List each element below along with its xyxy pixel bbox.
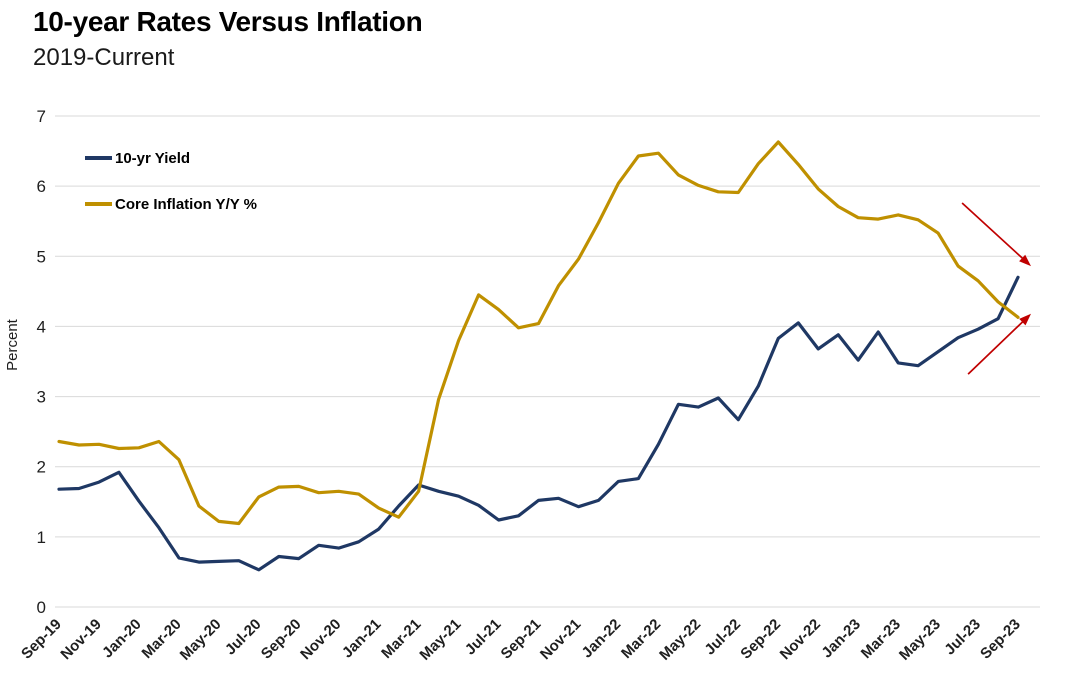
y-axis-tick-label: 2 [37, 458, 46, 477]
x-axis-tick-label: Jan-22 [579, 616, 625, 662]
x-axis-tick-label: Mar-23 [858, 616, 904, 662]
arrow-head-icon [1019, 313, 1031, 326]
series-line-core-inflation-y-y [57, 140, 1020, 526]
gridlines [55, 115, 1040, 608]
x-axis-tick-label: May-22 [656, 616, 704, 664]
x-axis-tick-label: Nov-19 [57, 616, 104, 663]
core-inflation-line-swatch [85, 202, 112, 206]
x-axis-tick-label: Mar-21 [378, 616, 424, 662]
x-axis-tick-label: Jan-20 [99, 616, 145, 662]
inflation-trend-arrow-down [961, 202, 1031, 267]
y-axis-tick-label: 3 [37, 388, 46, 407]
arrow-shaft [967, 320, 1025, 375]
arrow-shaft [961, 202, 1025, 261]
x-axis-tick-label: Jan-23 [818, 616, 864, 662]
legend-item-10yr-yield: 10-yr Yield [85, 149, 257, 167]
legend-label-10yr-yield: 10-yr Yield [115, 149, 191, 167]
y-axis-tick-labels: 0 1 2 3 4 5 6 7 [37, 107, 46, 617]
x-axis-tick-label: Sep-20 [258, 616, 305, 663]
y-axis-tick-label: 5 [37, 247, 46, 266]
chart-subtitle: 2019-Current [33, 44, 175, 71]
chart-title: 10-year Rates Versus Inflation [33, 6, 423, 37]
y-axis-tick-label: 6 [37, 177, 46, 196]
x-axis-tick-label: Nov-20 [297, 616, 344, 663]
yield-trend-arrow-up [967, 313, 1031, 375]
series-line-10-yr-yield [57, 275, 1020, 572]
x-axis-tick-label: Nov-22 [777, 616, 824, 663]
legend-label-core-inflation: Core Inflation Y/Y % [115, 195, 257, 213]
x-axis-tick-label: May-21 [416, 616, 464, 664]
y-axis-tick-label: 7 [37, 107, 46, 126]
x-axis-tick-label: Nov-21 [537, 616, 584, 663]
legend-item-core-inflation: Core Inflation Y/Y % [85, 195, 257, 213]
chart-legend: 10-yr Yield Core Inflation Y/Y % [85, 149, 257, 241]
y-axis-tick-label: 0 [37, 598, 46, 617]
x-axis-tick-label: Sep-19 [18, 616, 65, 663]
y-axis-title: Percent [4, 318, 21, 371]
x-axis-tick-label: May-23 [896, 616, 944, 664]
x-axis-tick-label: Mar-22 [618, 616, 664, 662]
x-axis-tick-label: Sep-22 [737, 616, 784, 663]
x-axis-tick-label: May-20 [177, 616, 225, 664]
y-axis-tick-label: 1 [37, 528, 46, 547]
x-axis-tick-labels: Sep-19Nov-19Jan-20Mar-20May-20Jul-20Sep-… [18, 616, 1024, 664]
x-axis-tick-label: Sep-21 [498, 616, 545, 663]
x-axis-tick-label: Mar-20 [139, 616, 185, 662]
x-axis-tick-label: Jan-21 [339, 616, 385, 662]
10yr-yield-line-swatch [85, 156, 112, 160]
arrow-head-icon [1019, 254, 1031, 267]
y-axis-tick-label: 4 [37, 317, 46, 336]
x-axis-tick-label: Sep-23 [977, 616, 1024, 663]
